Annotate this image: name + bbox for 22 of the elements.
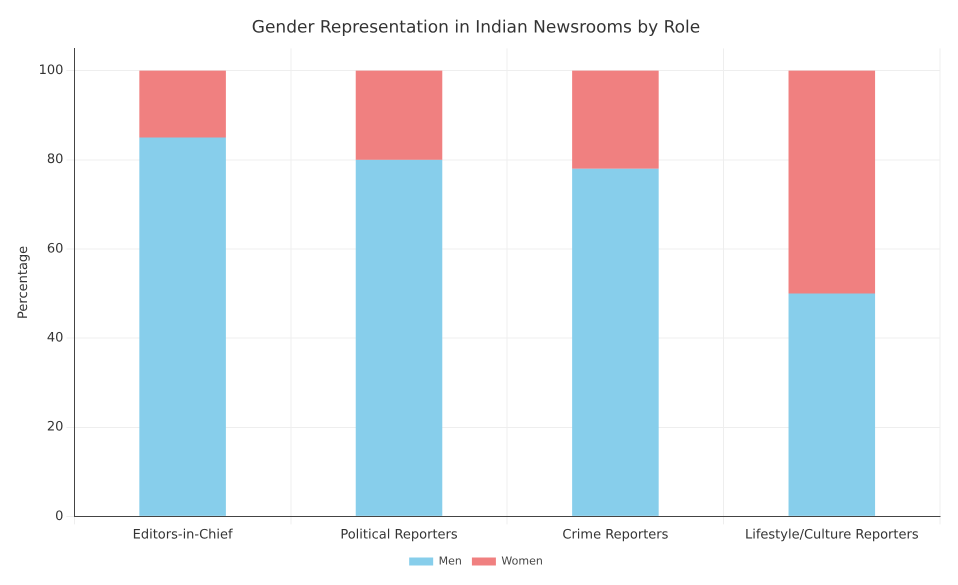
y-tick-label: 0 bbox=[55, 508, 64, 524]
bar bbox=[788, 70, 876, 294]
legend-label: Women bbox=[501, 554, 543, 568]
x-tick-label: Political Reporters bbox=[340, 528, 458, 543]
y-tick-label: 80 bbox=[46, 152, 64, 168]
bar bbox=[572, 70, 659, 169]
x-tick-label: Crime Reporters bbox=[562, 528, 669, 543]
bar bbox=[356, 70, 442, 160]
bar bbox=[572, 168, 659, 516]
bar bbox=[139, 70, 226, 138]
bar bbox=[139, 138, 226, 516]
x-tick-label: Lifestyle/Culture Reporters bbox=[744, 528, 919, 543]
bar bbox=[356, 160, 442, 516]
legend-label: Men bbox=[438, 554, 462, 568]
y-tick-label: 60 bbox=[46, 241, 64, 256]
bar bbox=[788, 294, 876, 516]
x-tick-label: Editors-in-Chief bbox=[132, 528, 234, 543]
y-tick-label: 40 bbox=[46, 330, 64, 346]
y-tick-label: 100 bbox=[38, 63, 64, 78]
y-axis-title: Percentage bbox=[16, 246, 32, 319]
chart-title: Gender Representation in Indian Newsrooms by Role bbox=[252, 18, 700, 38]
y-tick-label: 20 bbox=[46, 420, 64, 435]
